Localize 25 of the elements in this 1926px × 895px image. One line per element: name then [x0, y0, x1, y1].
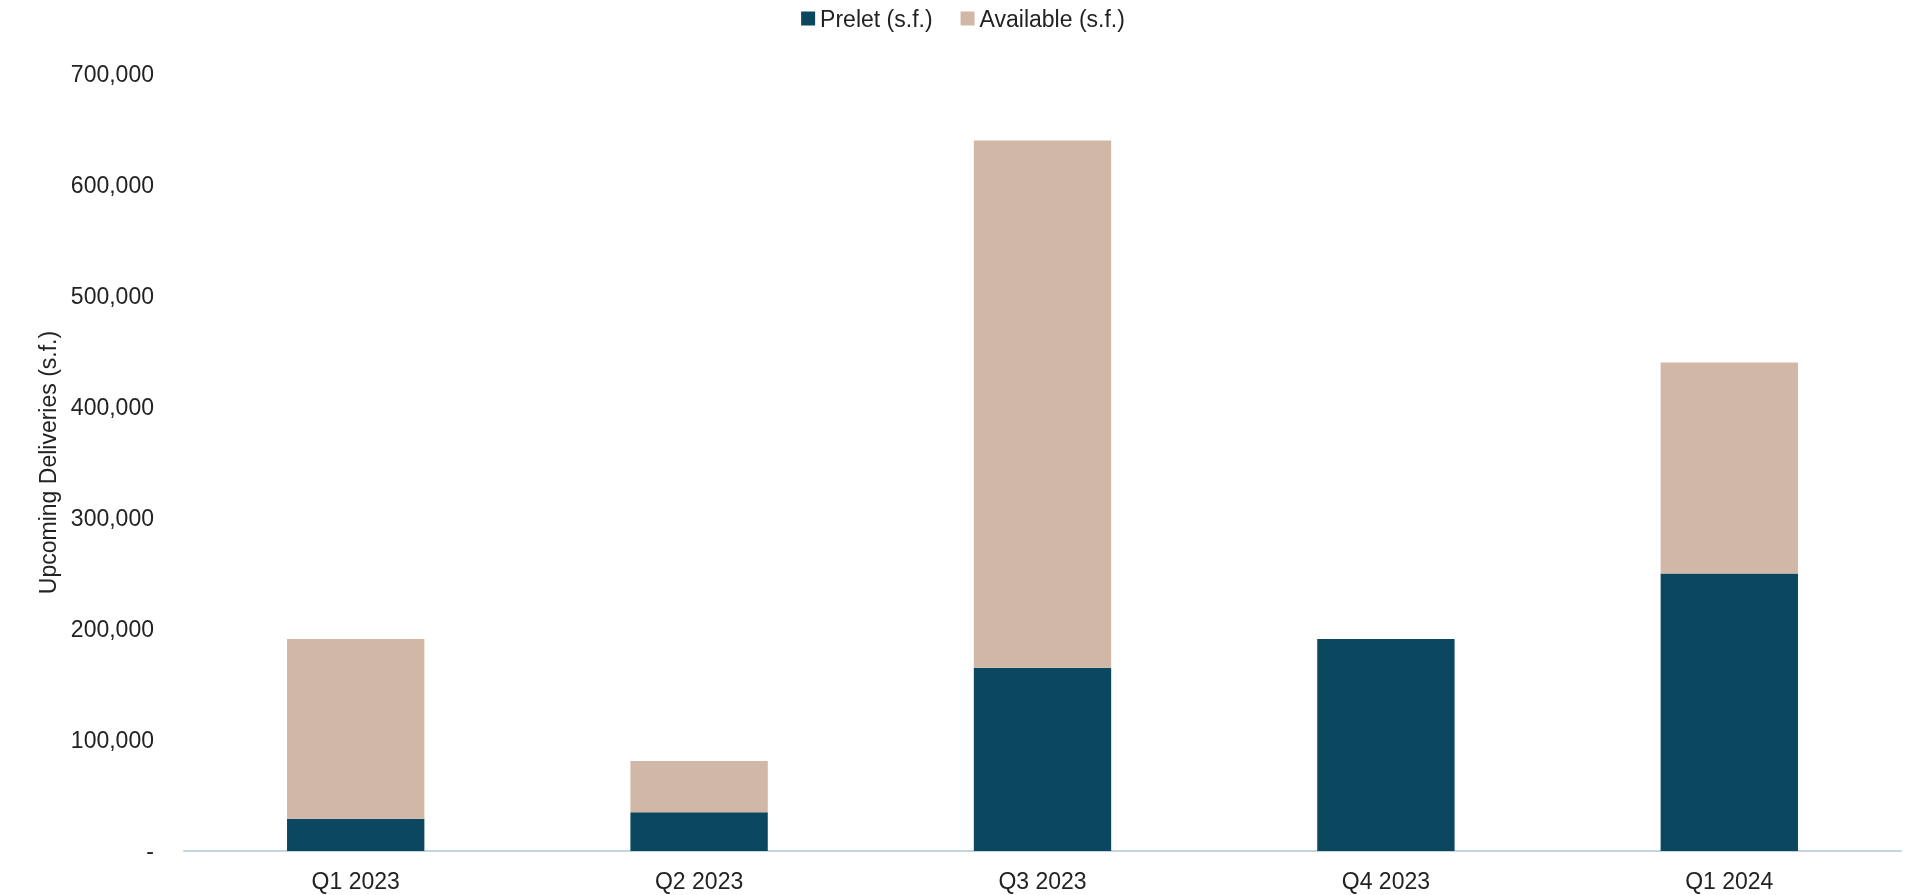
bar	[630, 812, 768, 851]
x-tick-label: Q4 2023	[1341, 867, 1431, 894]
legend-label: Prelet (s.f.)	[820, 5, 933, 32]
legend-label: Available (s.f.)	[979, 5, 1125, 32]
bar	[1660, 573, 1798, 851]
bar	[630, 761, 768, 813]
y-tick-label: 500,000	[70, 283, 154, 309]
bar	[1317, 638, 1455, 851]
y-tick-label: 100,000	[70, 727, 154, 753]
bar	[287, 638, 425, 819]
bar	[1660, 362, 1798, 574]
bar	[973, 667, 1112, 851]
x-tick-label: Q2 2023	[654, 867, 744, 894]
bar	[287, 818, 425, 851]
y-tick-label: -	[146, 838, 154, 864]
y-tick-label: 400,000	[70, 394, 154, 420]
x-tick-label: Q3 2023	[998, 867, 1087, 894]
y-axis-title: Upcoming Deliveries (s.f.)	[35, 330, 62, 595]
y-tick-label: 300,000	[70, 505, 154, 531]
x-tick-label: Q1 2024	[1685, 867, 1774, 894]
bar	[973, 140, 1112, 668]
y-tick-label: 600,000	[70, 172, 154, 198]
y-tick-label: 700,000	[70, 61, 154, 87]
y-tick-label: 200,000	[70, 616, 154, 642]
x-tick-label: Q1 2023	[311, 867, 400, 894]
